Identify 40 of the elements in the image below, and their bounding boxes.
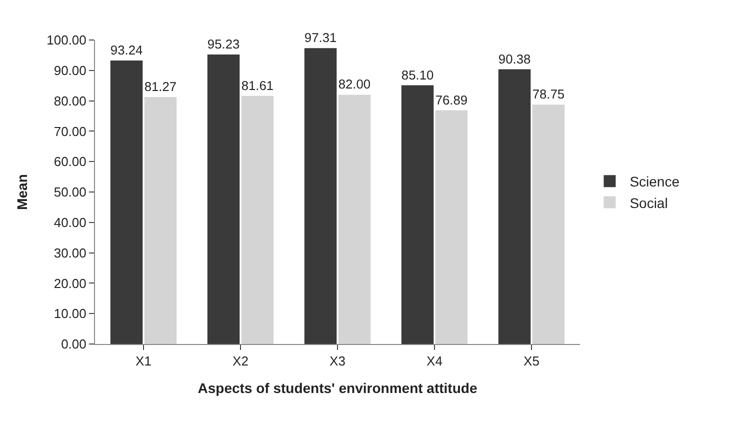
data-label: 81.27	[144, 78, 177, 94]
data-label: 78.75	[532, 86, 565, 102]
bar	[144, 96, 177, 344]
y-tick-label: 90.00	[54, 62, 86, 78]
bar	[207, 54, 240, 344]
x-axis-title: Aspects of students' environment attitude	[198, 380, 478, 396]
bar	[304, 48, 337, 344]
bar	[401, 85, 434, 344]
legend-label: Science	[630, 174, 680, 190]
data-label: 82.00	[338, 76, 371, 92]
data-label: 95.23	[207, 36, 240, 52]
bar	[532, 104, 565, 344]
bar	[435, 110, 468, 344]
y-tick-label: 20.00	[54, 276, 86, 291]
bar	[338, 94, 371, 344]
x-tick-label: X1	[136, 354, 152, 369]
y-tick-label: 0.00	[61, 336, 86, 352]
bar	[110, 60, 143, 344]
y-tick-label: 50.00	[54, 184, 86, 200]
bar	[498, 69, 531, 344]
y-tick-label: 100.00	[46, 32, 86, 48]
x-tick-label: X3	[330, 354, 346, 369]
data-label: 81.61	[241, 78, 274, 93]
data-label: 97.31	[304, 30, 337, 46]
x-tick-label: X5	[524, 354, 540, 369]
data-label: 85.10	[401, 67, 434, 82]
legend-label: Social	[630, 194, 668, 211]
y-tick-label: 30.00	[54, 245, 86, 260]
y-tick-label: 40.00	[54, 214, 86, 230]
y-tick-label: 10.00	[54, 306, 86, 322]
y-tick-label: 60.00	[54, 154, 86, 170]
bar	[241, 96, 274, 344]
data-label: 93.24	[110, 42, 143, 58]
y-tick-label: 80.00	[54, 93, 86, 108]
y-axis-title: Mean	[14, 174, 30, 210]
data-label: 76.89	[435, 92, 468, 108]
x-tick-label: X4	[426, 354, 442, 369]
data-label: 90.38	[498, 51, 531, 66]
x-tick-label: X2	[232, 354, 248, 369]
y-tick-label: 70.00	[54, 124, 86, 139]
